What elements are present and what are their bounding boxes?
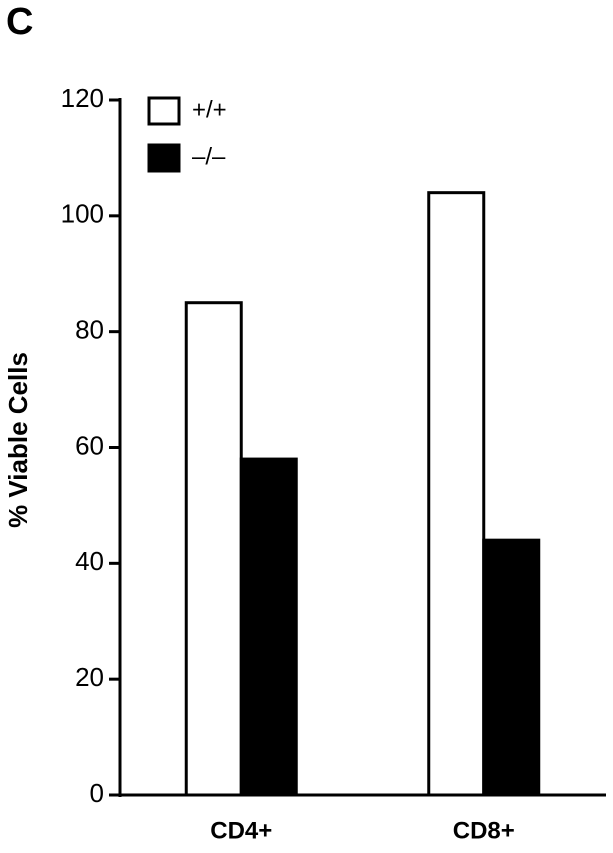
bar <box>184 301 243 797</box>
y-tick-label: 40 <box>75 546 104 576</box>
bar <box>239 457 298 797</box>
y-tick-label: 80 <box>75 315 104 345</box>
bar <box>427 191 486 797</box>
y-tick-label: 60 <box>75 430 104 460</box>
legend-label: +/+ <box>192 96 227 123</box>
x-tick-label: CD4+ <box>210 817 272 844</box>
y-tick-label: 120 <box>61 83 104 113</box>
bar <box>482 538 541 797</box>
legend-label: –/– <box>192 143 226 170</box>
y-tick-label: 100 <box>61 199 104 229</box>
y-tick-label: 20 <box>75 662 104 692</box>
y-tick-label: 0 <box>90 778 104 808</box>
panel-label: C <box>6 1 33 43</box>
x-tick-label: CD8+ <box>453 817 515 844</box>
legend-swatch <box>147 96 181 126</box>
y-axis-label: % Viable Cells <box>3 352 33 528</box>
legend-swatch <box>147 143 181 173</box>
